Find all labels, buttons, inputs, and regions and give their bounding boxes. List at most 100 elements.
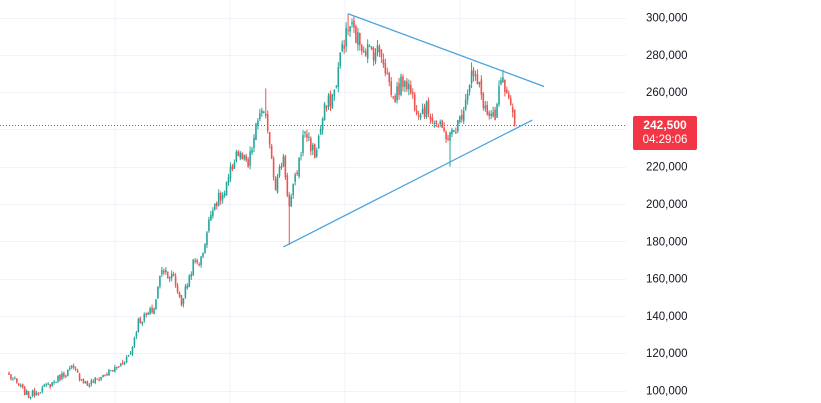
- candle-body: [278, 167, 281, 176]
- candle: [27, 391, 30, 399]
- candle: [459, 115, 461, 124]
- candle: [104, 374, 106, 377]
- candle: [119, 363, 122, 367]
- candle-body: [319, 129, 322, 135]
- candle: [239, 150, 242, 161]
- candle-body: [23, 386, 26, 395]
- candle-body: [180, 295, 183, 306]
- candle-body: [286, 175, 289, 196]
- candle: [282, 154, 285, 168]
- candle-body: [472, 69, 475, 77]
- candle-body: [425, 102, 428, 118]
- candle-body: [190, 274, 193, 277]
- candle-body: [114, 367, 116, 372]
- candle: [439, 119, 441, 128]
- candle-body: [96, 378, 98, 380]
- candle: [94, 377, 97, 385]
- candle: [190, 271, 193, 281]
- candle: [204, 243, 206, 254]
- price-tick-label: 300,000: [646, 13, 688, 25]
- candle: [14, 376, 16, 380]
- candle-body: [129, 353, 132, 355]
- candle-body: [288, 194, 291, 207]
- candle-body: [235, 151, 238, 162]
- candle-body: [206, 232, 208, 246]
- candle: [449, 131, 451, 167]
- candle-body: [406, 81, 408, 90]
- candle-body: [347, 30, 349, 32]
- candle: [443, 122, 445, 133]
- candle: [84, 380, 87, 384]
- candle-body: [245, 155, 247, 161]
- candle: [333, 89, 336, 101]
- candle-body: [263, 111, 265, 113]
- candle-body: [55, 382, 57, 384]
- candle: [159, 275, 161, 289]
- candle-body: [264, 113, 267, 116]
- candle-body: [396, 86, 398, 101]
- candle-body: [80, 379, 83, 381]
- candle: [359, 32, 361, 51]
- candle: [243, 154, 245, 161]
- candle-body: [196, 260, 198, 263]
- trendline-upper[interactable]: [347, 13, 545, 88]
- candle: [225, 181, 228, 196]
- candle: [506, 86, 508, 94]
- candle-body: [417, 115, 420, 117]
- candle: [157, 286, 159, 299]
- candle-body: [174, 276, 177, 286]
- candle-body: [131, 346, 134, 355]
- candle: [290, 193, 293, 208]
- candle-body: [19, 385, 22, 387]
- trendlines[interactable]: [283, 13, 545, 248]
- candle: [249, 146, 251, 170]
- candle: [59, 374, 61, 382]
- candle: [208, 216, 210, 233]
- candle: [304, 130, 306, 138]
- price-tick-label: 260,000: [646, 87, 688, 99]
- candle: [390, 77, 392, 98]
- candle-body: [172, 274, 175, 276]
- candle: [451, 127, 453, 138]
- candle-body: [78, 373, 81, 380]
- candle-body: [378, 46, 381, 53]
- candle-body: [247, 159, 249, 167]
- candle-body: [478, 82, 481, 85]
- candle: [31, 389, 34, 398]
- candle-body: [315, 149, 318, 157]
- candle: [366, 39, 369, 63]
- candle: [460, 109, 463, 123]
- candle: [490, 110, 492, 120]
- candle: [16, 378, 18, 384]
- candle-body: [198, 264, 200, 266]
- candle: [427, 97, 430, 117]
- candle-body: [460, 114, 463, 120]
- candle: [19, 383, 22, 388]
- candle: [513, 109, 516, 127]
- price-axis[interactable]: 100,000 120,000 140,000 160,000 180,000 200,0…: [646, 13, 688, 398]
- candle-body: [170, 273, 173, 278]
- trendline-lower[interactable]: [283, 119, 533, 248]
- candle-body: [402, 76, 404, 87]
- candle: [433, 120, 436, 128]
- candle: [276, 173, 279, 194]
- candle-body: [341, 43, 343, 51]
- candle: [145, 312, 147, 318]
- candle-body: [74, 368, 77, 370]
- candle: [453, 130, 455, 133]
- candle: [331, 94, 334, 109]
- candle-body: [372, 47, 375, 61]
- candle-body: [486, 104, 489, 115]
- candle: [100, 376, 102, 381]
- candle-body: [70, 365, 73, 368]
- candle: [151, 304, 153, 314]
- candle: [98, 377, 100, 382]
- candle-body: [98, 379, 100, 381]
- candle-body: [161, 270, 163, 275]
- candle-body: [337, 66, 340, 88]
- candle-body: [494, 109, 496, 121]
- candle: [33, 387, 36, 398]
- candle: [329, 90, 332, 112]
- candle: [121, 359, 124, 366]
